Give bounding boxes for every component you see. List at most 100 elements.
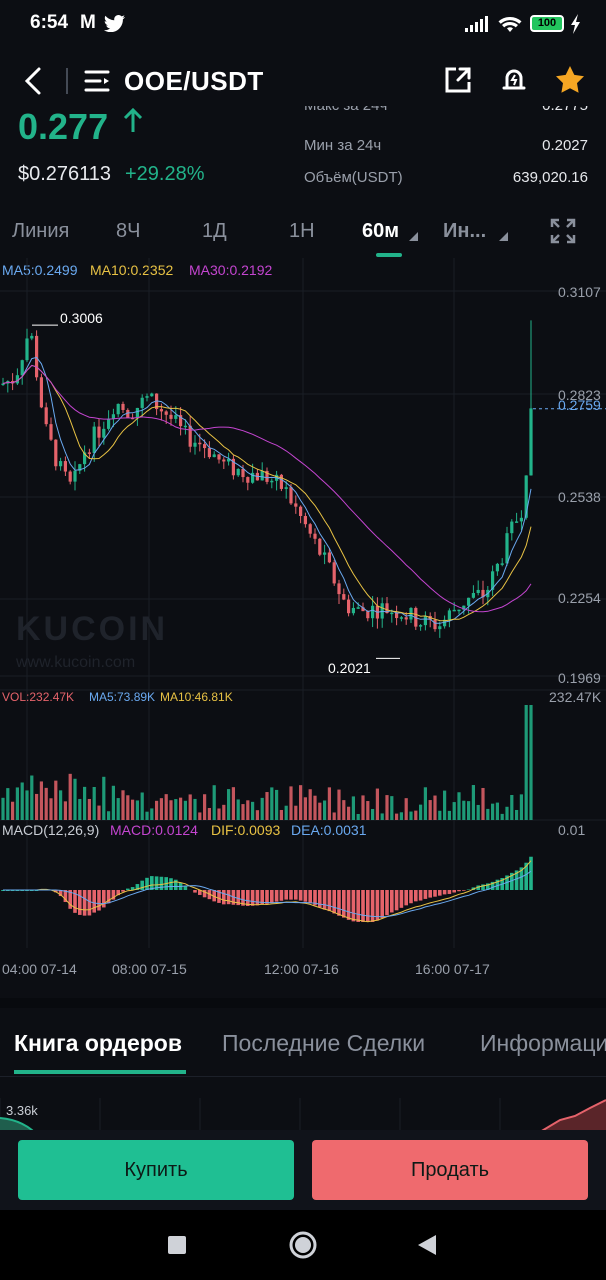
macd-bar: [433, 890, 437, 897]
volume-bar: [371, 808, 375, 820]
macd-bar: [236, 890, 240, 906]
recents-icon[interactable]: [168, 1236, 186, 1254]
candle-body: [395, 612, 399, 619]
macd-bar: [529, 856, 533, 890]
macd-bar: [404, 890, 408, 906]
macd-bar: [428, 890, 432, 898]
volume-bar: [188, 794, 192, 820]
macd-bar: [135, 884, 140, 890]
sell-button[interactable]: Продать: [312, 1140, 588, 1200]
candle-body: [303, 516, 307, 525]
tab-8h[interactable]: 8Ч: [116, 220, 141, 242]
back-nav-icon[interactable]: [416, 1234, 438, 1256]
candle-body: [203, 444, 207, 449]
candle-body: [457, 609, 461, 612]
volume-bar: [433, 795, 437, 820]
ma5-label: MA5:0.2499: [2, 262, 78, 278]
price-alert-icon[interactable]: [499, 64, 529, 94]
macd-bar: [169, 878, 173, 890]
pair-title[interactable]: OOE/USDT: [124, 66, 264, 96]
stat-max-value: 0.2775: [542, 106, 588, 114]
candle-body: [49, 424, 53, 440]
tab-1d[interactable]: 1Д: [202, 220, 227, 242]
macd-bar: [121, 890, 125, 892]
candle-body: [452, 609, 456, 612]
dif-value: DIF:0.0093: [211, 822, 281, 838]
volume-bar: [20, 782, 24, 820]
share-icon[interactable]: [444, 66, 472, 94]
candle-body: [476, 589, 480, 594]
volume-bar: [212, 785, 216, 820]
favorite-star-icon[interactable]: [554, 64, 586, 94]
macd-bar: [202, 890, 207, 898]
macd-bar: [356, 890, 360, 922]
volume-bar: [443, 790, 447, 820]
candle-body: [212, 454, 216, 458]
fullscreen-icon[interactable]: [550, 218, 576, 244]
buy-button[interactable]: Купить: [18, 1140, 294, 1200]
macd-bar: [490, 881, 495, 890]
macd-bar: [97, 890, 101, 911]
volume-bar: [92, 786, 96, 820]
macd-axis-max: 0.01: [558, 822, 586, 838]
volume-bar: [289, 786, 293, 820]
tab-order-book[interactable]: Книга ордеров: [14, 1030, 182, 1056]
vol-axis-max: 232.47K: [549, 689, 602, 705]
volume-bar: [30, 775, 34, 820]
pair-menu-icon[interactable]: [84, 68, 112, 94]
macd-bar: [289, 890, 293, 900]
home-icon[interactable]: [288, 1230, 318, 1260]
ma10-label: MA10:0.2352: [90, 262, 174, 278]
volume-bar: [524, 705, 528, 820]
candle-body: [222, 459, 226, 462]
volume-bar: [140, 792, 144, 820]
macd-bar: [246, 890, 250, 906]
macd-bar: [466, 889, 471, 890]
tab-60m[interactable]: 60м: [362, 220, 400, 242]
macd-bar: [270, 890, 274, 903]
candle-body: [59, 461, 63, 467]
volume-bar: [299, 785, 303, 820]
volume-bar: [500, 813, 504, 820]
candlestick-chart[interactable]: [0, 258, 606, 958]
candle-body: [126, 409, 130, 418]
ma30-line: [2, 364, 532, 613]
macd-bar: [351, 890, 356, 922]
candle-body: [39, 377, 43, 408]
volume-bar: [366, 801, 370, 820]
candle-body: [63, 461, 67, 472]
macd-bar: [452, 890, 456, 893]
back-icon[interactable]: [22, 66, 44, 96]
volume-bar: [385, 795, 389, 820]
tab-indicators-dropdown-icon: [499, 232, 508, 241]
volume-bar: [11, 801, 15, 820]
tab-recent-trades[interactable]: Последние Сделки: [222, 1030, 426, 1056]
macd-bar: [294, 890, 298, 900]
tab-1w[interactable]: 1Н: [289, 220, 315, 242]
volume-bar: [116, 798, 120, 820]
macd-bar: [481, 884, 485, 890]
macd-bar: [298, 890, 303, 901]
candle-body: [236, 468, 240, 476]
volume-bar: [284, 805, 288, 820]
volume-bar: [59, 790, 63, 820]
candle-body: [519, 517, 523, 522]
tab-indicators[interactable]: Ин...: [443, 220, 487, 242]
volume-bar: [174, 799, 178, 820]
volume-bar: [183, 800, 187, 820]
macd-bar: [423, 890, 428, 899]
dea-line: [3, 870, 532, 918]
macd-bar: [150, 876, 154, 890]
volume-bar: [279, 809, 283, 820]
macd-bar: [375, 890, 380, 921]
macd-bar: [438, 890, 442, 896]
macd-bar: [193, 890, 197, 893]
macd-bar: [462, 890, 466, 891]
candle-body: [227, 458, 231, 462]
volume-bar: [6, 788, 10, 820]
tab-line[interactable]: Линия: [12, 220, 70, 242]
volume-bar: [495, 802, 499, 820]
volume-bar: [246, 800, 250, 820]
tab-info[interactable]: Информация: [480, 1030, 606, 1056]
candle-body: [193, 442, 197, 447]
